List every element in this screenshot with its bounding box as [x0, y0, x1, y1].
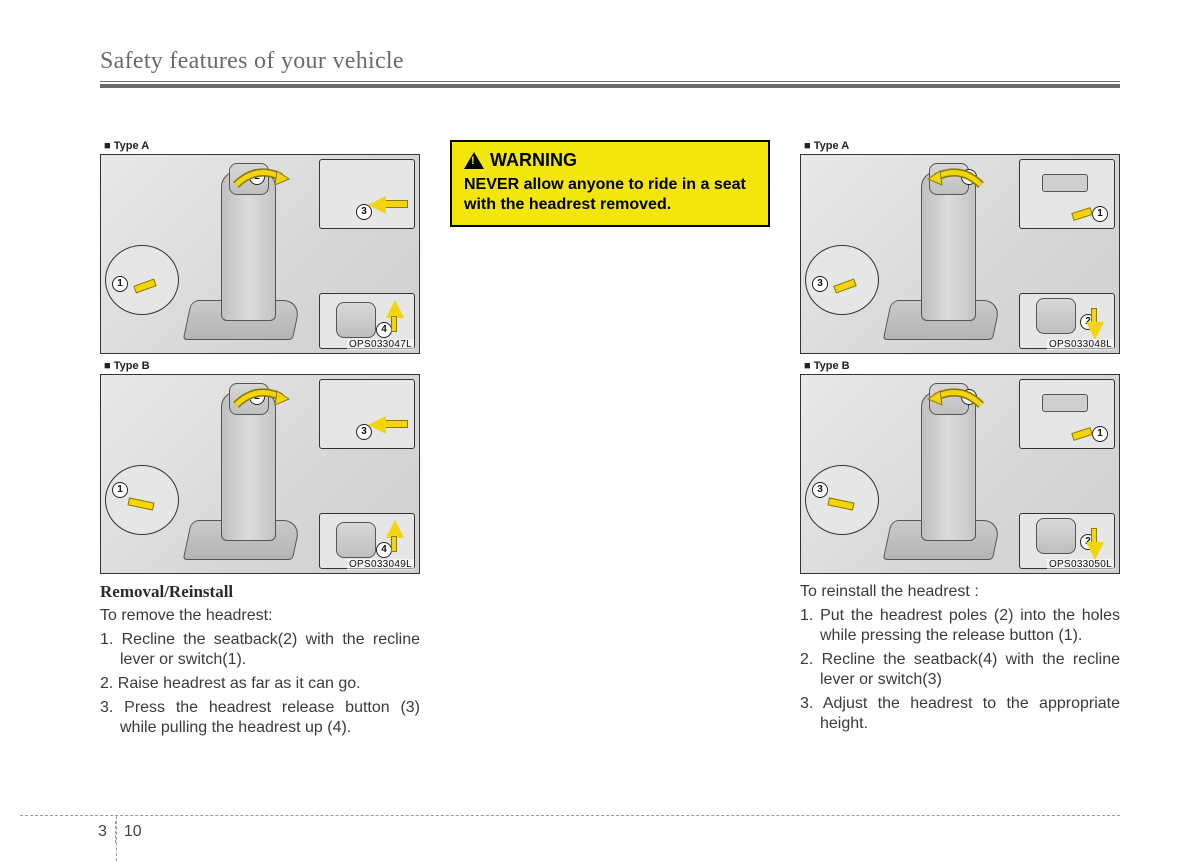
reinstall-step-3: Adjust the headrest to the appropriate h… — [800, 694, 1120, 734]
curve-arrow-icon — [926, 163, 986, 193]
callout-num-1: 1 — [1092, 426, 1108, 442]
callout-slot: 1 — [1019, 159, 1115, 229]
callout-button: 3 — [319, 159, 415, 229]
curve-arrow-icon — [231, 383, 291, 413]
reinstall-step-2: Recline the seatback(4) with the recline… — [800, 650, 1120, 690]
chapter-number: 3 — [98, 823, 107, 841]
callout-num-1: 1 — [112, 482, 128, 498]
image-code: OPS033048L — [1047, 339, 1114, 350]
right-diagram-a: 3 4 1 2 — [800, 154, 1120, 354]
page-header: Safety features of your vehicle — [100, 48, 1120, 88]
left-column: ■ Type A 1 2 3 — [100, 140, 420, 742]
callout-num-3: 3 — [812, 482, 828, 498]
left-type-b-label: ■ Type B — [100, 360, 420, 372]
callout-num-4: 4 — [376, 542, 392, 558]
right-diagram-b-block: ■ Type B 3 4 1 — [800, 360, 1120, 574]
callout-num-1: 1 — [1092, 206, 1108, 222]
footer-crop-line — [20, 815, 1120, 816]
left-diagram-b-block: ■ Type B 1 2 3 — [100, 360, 420, 574]
right-diagram-a-block: ■ Type A 3 4 1 — [800, 140, 1120, 354]
curve-arrow-icon — [231, 163, 291, 193]
left-diagram-a: 1 2 3 4 — [100, 154, 420, 354]
curve-arrow-icon — [926, 383, 986, 413]
remove-step-3: Press the headrest release button (3) wh… — [100, 698, 420, 738]
image-code: OPS033049L — [347, 559, 414, 570]
remove-step-1: Recline the seatback(2) with the recline… — [100, 630, 420, 670]
content-columns: ■ Type A 1 2 3 — [100, 140, 1120, 742]
page-number-value: 10 — [124, 823, 142, 841]
right-type-a-label: ■ Type A — [800, 140, 1120, 152]
callout-num-4: 4 — [376, 322, 392, 338]
right-type-b-label: ■ Type B — [800, 360, 1120, 372]
left-type-a-label: ■ Type A — [100, 140, 420, 152]
page-number: 3 10 — [98, 821, 142, 843]
warning-body: NEVER allow anyone to ride in a seat wit… — [464, 175, 756, 215]
reinstall-steps: Put the headrest poles (2) into the hole… — [800, 606, 1120, 734]
callout-num-1: 1 — [112, 276, 128, 292]
remove-steps: Recline the seatback(2) with the recline… — [100, 630, 420, 738]
callout-num-3: 3 — [812, 276, 828, 292]
warning-title: WARNING — [490, 150, 577, 171]
warning-heading: WARNING — [464, 150, 756, 171]
callout-lever: 3 — [805, 245, 879, 315]
warning-box: WARNING NEVER allow anyone to ride in a … — [450, 140, 770, 227]
header-rule — [100, 81, 1120, 88]
callout-button: 3 — [319, 379, 415, 449]
removal-subheading: Removal/Reinstall — [100, 582, 420, 602]
image-code: OPS033047L — [347, 339, 414, 350]
callout-lever: 3 — [805, 465, 879, 535]
reinstall-intro: To reinstall the headrest : — [800, 582, 1120, 602]
reinstall-step-1: Put the headrest poles (2) into the hole… — [800, 606, 1120, 646]
right-column: ■ Type A 3 4 1 — [800, 140, 1120, 742]
left-diagram-b: 1 2 3 4 — [100, 374, 420, 574]
right-diagram-b: 3 4 1 2 — [800, 374, 1120, 574]
remove-step-2: Raise headrest as far as it can go. — [100, 674, 420, 694]
callout-lever: 1 — [105, 245, 179, 315]
warning-triangle-icon — [464, 152, 484, 169]
remove-intro: To remove the headrest: — [100, 606, 420, 626]
image-code: OPS033050L — [1047, 559, 1114, 570]
callout-slot: 1 — [1019, 379, 1115, 449]
center-column: WARNING NEVER allow anyone to ride in a … — [450, 140, 770, 742]
page-separator — [115, 821, 116, 843]
callout-lever: 1 — [105, 465, 179, 535]
section-title: Safety features of your vehicle — [100, 48, 1120, 75]
left-diagram-a-block: ■ Type A 1 2 3 — [100, 140, 420, 354]
